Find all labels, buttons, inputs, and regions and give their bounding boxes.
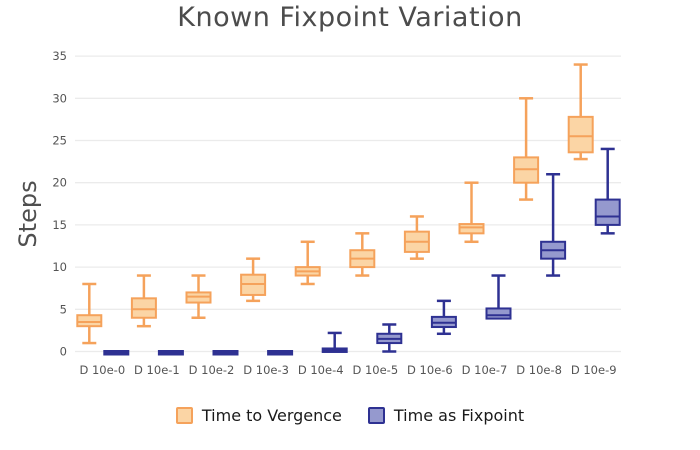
box-fixpoint-d-10e-7[interactable]	[485, 307, 512, 320]
x-tick-label: D 10e-1	[134, 363, 180, 377]
legend-item-time-as-fixpoint[interactable]: Time as Fixpoint	[367, 406, 525, 425]
x-tick-label: D 10e-4	[298, 363, 344, 377]
x-tick-label: D 10e-7	[462, 363, 508, 377]
legend-label: Time to Vergence	[201, 406, 342, 425]
x-tick-label: D 10e-9	[571, 363, 617, 377]
y-tick-label: 0	[60, 345, 67, 359]
x-tick-label: D 10e-6	[407, 363, 453, 377]
y-tick-label: 30	[52, 91, 67, 105]
chart-title: Known Fixpoint Variation	[177, 2, 523, 33]
x-tick-label: D 10e-2	[189, 363, 235, 377]
legend: Time to Vergence Time as Fixpoint	[0, 406, 700, 425]
box-vergence-d-10e-7[interactable]	[458, 223, 485, 235]
box-fixpoint-d-10e-4[interactable]	[321, 347, 348, 353]
x-tick-label: D 10e-3	[243, 363, 289, 377]
x-tick-label: D 10e-5	[352, 363, 398, 377]
legend-label: Time as Fixpoint	[393, 406, 525, 425]
y-tick-label: 25	[52, 134, 67, 148]
y-tick-label: 10	[52, 260, 67, 274]
vergence-swatch-icon	[175, 407, 193, 424]
box-vergence-d-10e-1[interactable]	[130, 297, 157, 319]
box-fixpoint-d-10e-1[interactable]	[157, 350, 184, 356]
x-tick-label: D 10e-0	[79, 363, 125, 377]
box-vergence-d-10e-0[interactable]	[76, 314, 103, 328]
fixpoint-swatch-icon	[367, 407, 385, 424]
y-tick-label: 15	[52, 218, 67, 232]
x-tick-label: D 10e-8	[516, 363, 562, 377]
box-fixpoint-d-10e-0[interactable]	[103, 350, 130, 356]
box-fixpoint-d-10e-9[interactable]	[594, 198, 621, 226]
box-fixpoint-d-10e-3[interactable]	[267, 350, 294, 356]
box-fixpoint-d-10e-2[interactable]	[212, 350, 239, 356]
box-vergence-d-10e-9[interactable]	[567, 115, 594, 154]
y-tick-label: 20	[52, 176, 67, 190]
y-tick-label: 35	[52, 49, 67, 63]
y-tick-label: 5	[60, 302, 67, 316]
legend-item-time-to-vergence[interactable]: Time to Vergence	[175, 406, 342, 425]
